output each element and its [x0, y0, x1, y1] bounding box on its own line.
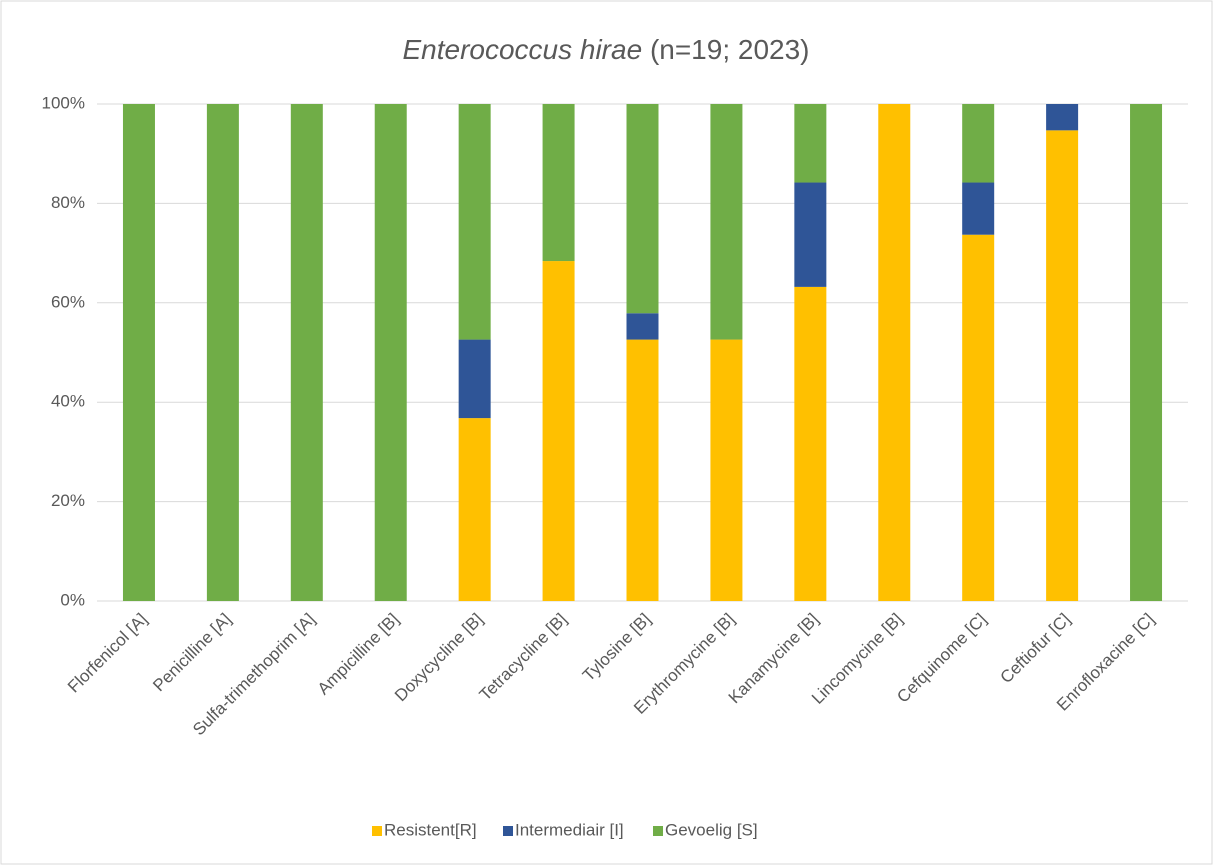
- bar-segment: [626, 104, 659, 314]
- legend-label: Gevoelig [S]: [665, 820, 758, 839]
- bar-segment: [206, 104, 239, 601]
- bar-segment: [962, 182, 995, 235]
- y-tick-label: 40%: [51, 392, 85, 411]
- bar-segment: [962, 104, 995, 183]
- bar-segment: [626, 313, 659, 340]
- legend-swatch: [653, 826, 663, 836]
- bar-segment: [542, 104, 575, 262]
- legend-swatch: [503, 826, 513, 836]
- chart-title: Enterococcus hirae (n=19; 2023): [402, 34, 809, 65]
- title-text: (n=19; 2023): [650, 34, 810, 65]
- bar-segment: [794, 286, 827, 601]
- bar-segment: [542, 261, 575, 601]
- bar-segment: [710, 339, 743, 601]
- bar-segment: [962, 234, 995, 601]
- title-species: Enterococcus hirae: [402, 34, 642, 65]
- legend-label: Intermediair [I]: [515, 820, 624, 839]
- y-tick-label: 80%: [51, 193, 85, 212]
- bar-segment: [878, 104, 911, 601]
- bar-segment: [626, 339, 659, 601]
- bar-segment: [458, 104, 491, 340]
- bar-segment: [794, 104, 827, 183]
- bar-segment: [374, 104, 407, 601]
- y-tick-label: 60%: [51, 292, 85, 311]
- bar-segment: [794, 182, 827, 287]
- bar-segment: [710, 104, 743, 340]
- bar-segment: [290, 104, 323, 601]
- bar-segment: [1130, 104, 1163, 601]
- legend-swatch: [372, 826, 382, 836]
- bar-segment: [458, 418, 491, 601]
- bar-segment: [1046, 130, 1079, 601]
- y-tick-label: 20%: [51, 491, 85, 510]
- bar-segment: [122, 104, 155, 601]
- bar-segment: [1046, 104, 1079, 131]
- y-tick-label: 0%: [60, 590, 85, 609]
- legend-label: Resistent[R]: [384, 820, 477, 839]
- bar-segment: [458, 339, 491, 419]
- y-tick-label: 100%: [42, 93, 85, 112]
